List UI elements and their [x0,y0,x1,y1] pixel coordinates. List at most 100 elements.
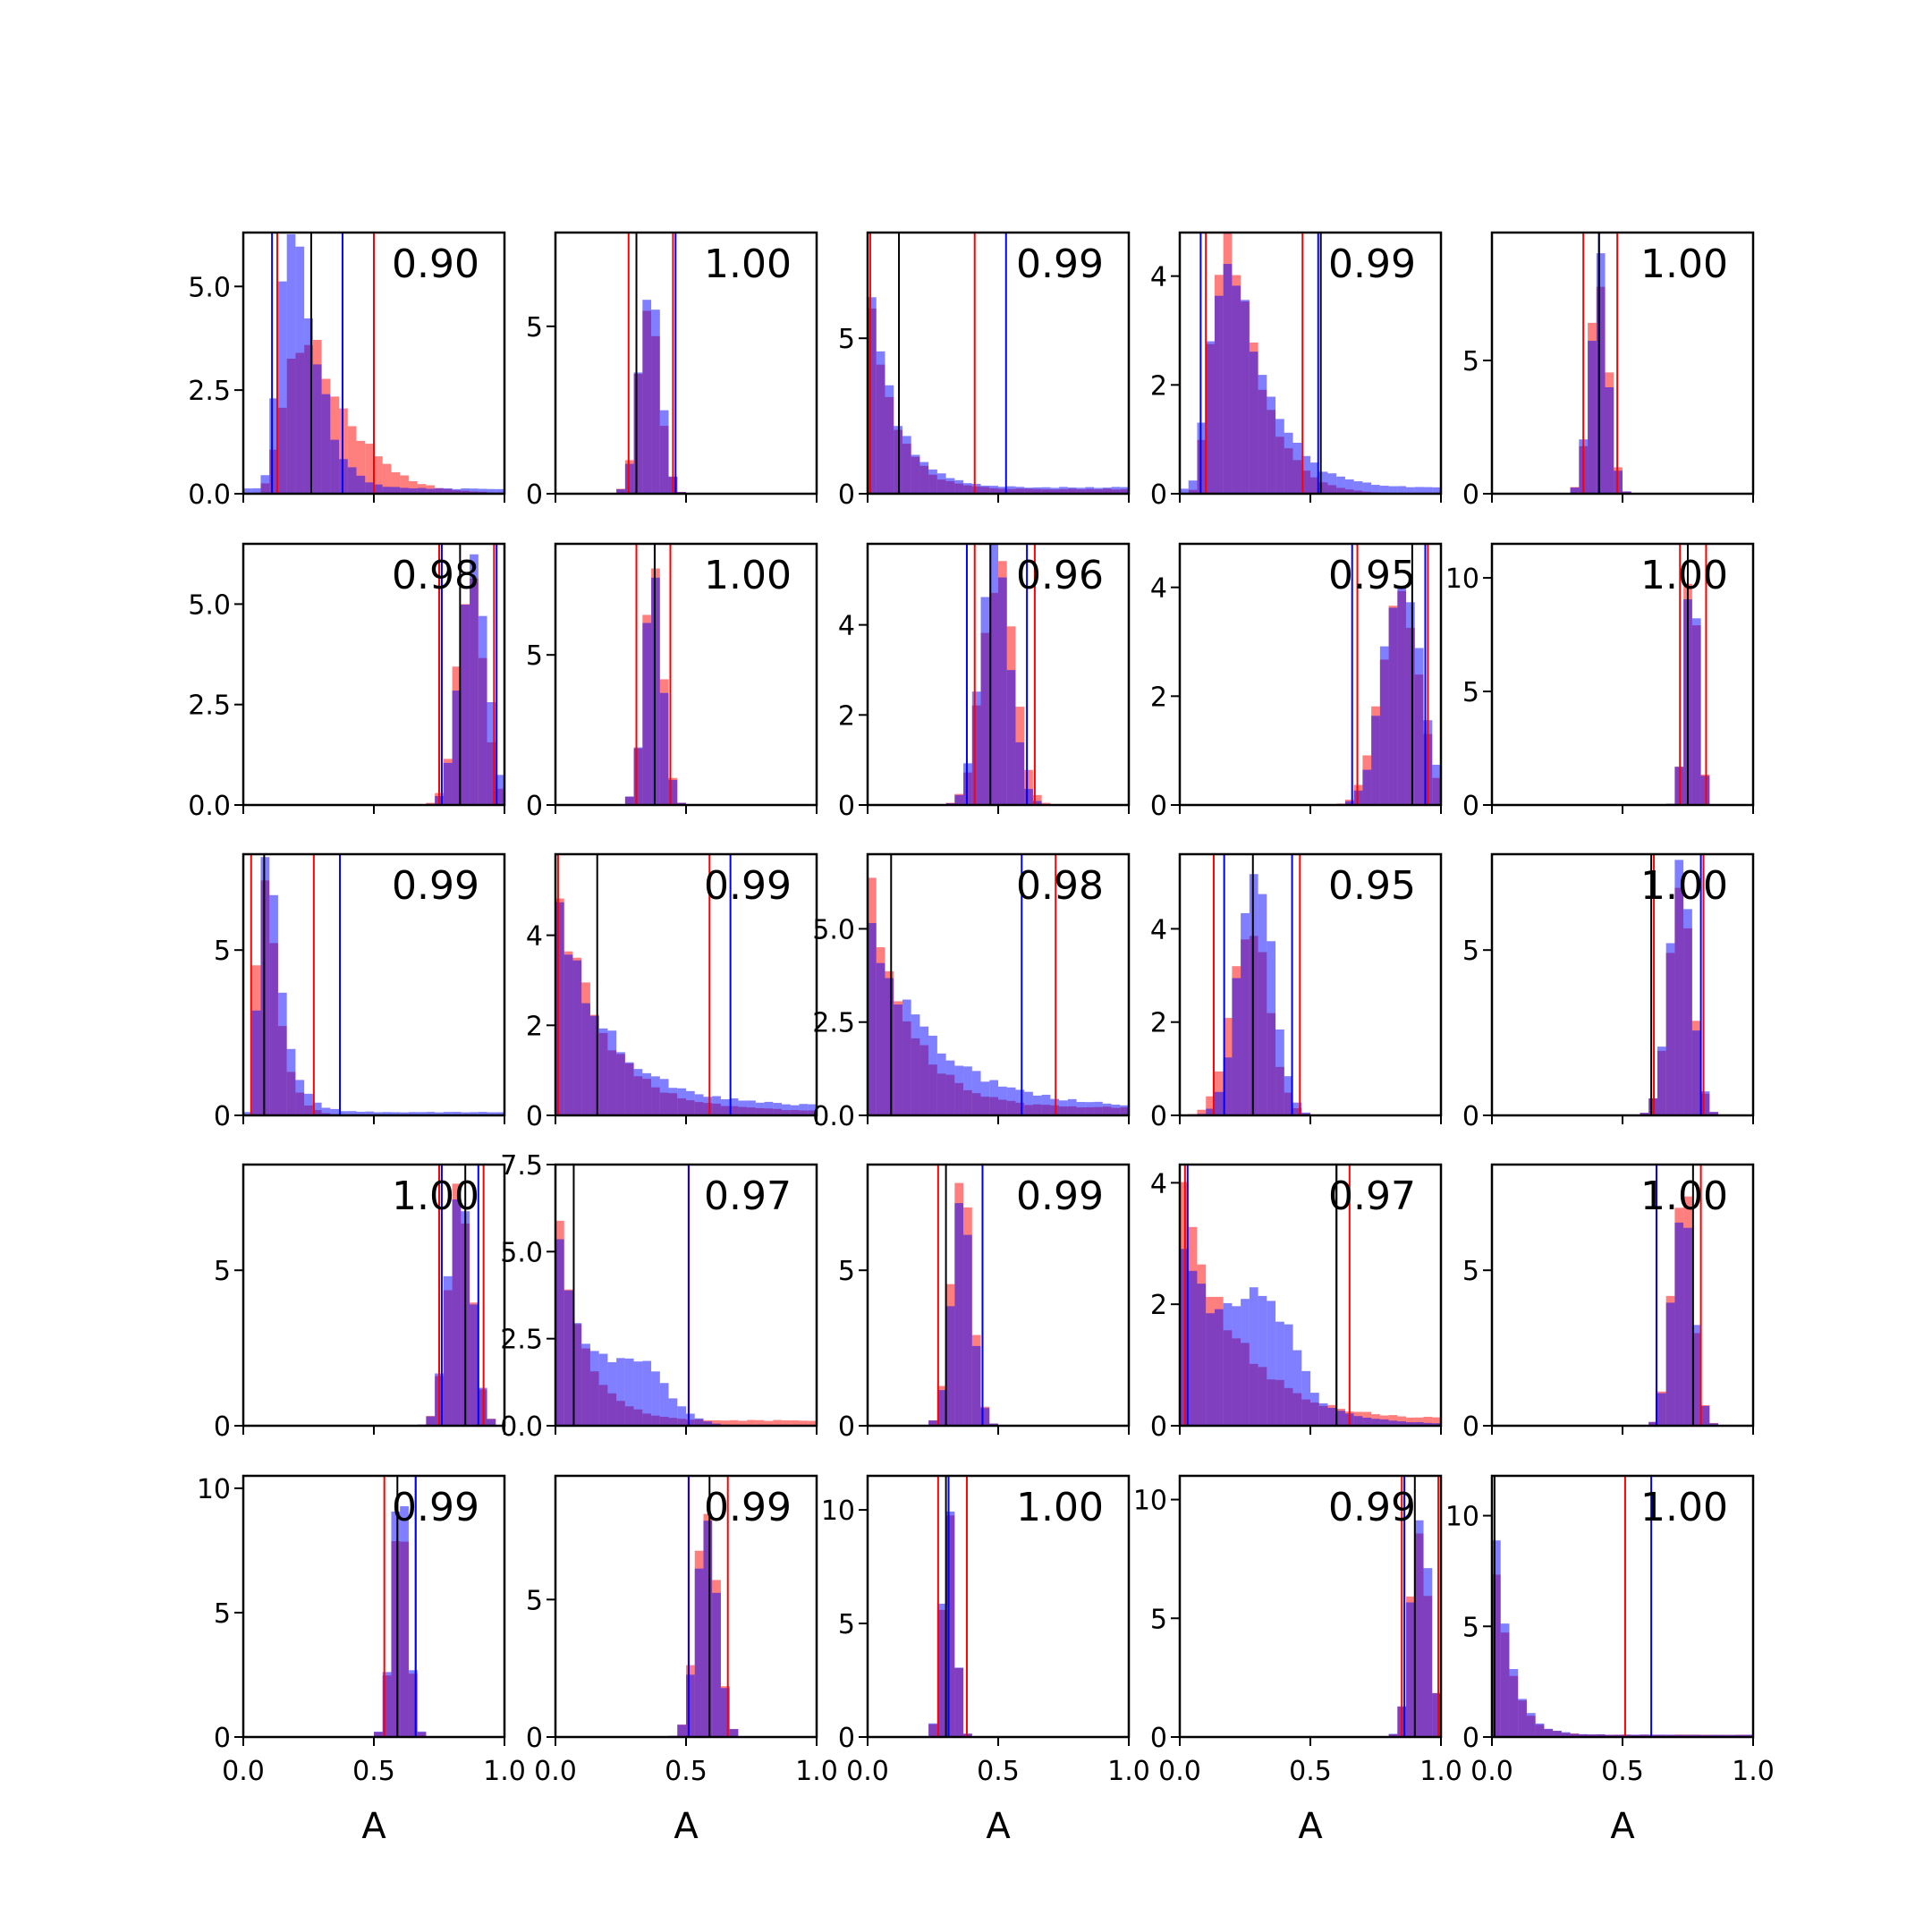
blue-histogram-bar [659,1079,669,1115]
blue-histogram-bar [885,978,894,1115]
blue-histogram-bar [487,488,496,494]
blue-histogram-bar [755,1102,765,1115]
blue-histogram-bar [1657,1393,1666,1426]
blue-histogram-bar [1596,253,1606,494]
blue-histogram-bar [945,1306,955,1426]
blue-histogram-bar [1353,1416,1363,1426]
blue-histogram-bar [1024,789,1033,805]
blue-histogram-bar [400,1505,409,1737]
blue-histogram-bar [720,1688,730,1737]
red-histogram-bar [365,444,374,494]
y-tick-label: 2.5 [500,1325,543,1356]
y-tick-label: 2 [838,700,855,732]
blue-histogram-bar [330,1108,340,1115]
blue-histogram-bar [686,1674,695,1737]
blue-histogram-bar [1432,1423,1441,1426]
blue-histogram-bar [1397,1421,1407,1426]
x-tick-label: 0.0 [1158,1756,1201,1787]
red-histogram-bar [1206,1096,1215,1115]
x-tick-label: 0.5 [1289,1756,1332,1787]
blue-histogram-bar [1379,646,1389,805]
x-tick-label: 0.5 [1601,1756,1644,1787]
blue-histogram-bar [1631,1734,1640,1737]
blue-histogram-bar [642,1072,652,1115]
blue-histogram-bar [496,1112,504,1115]
y-tick-label: 5 [526,640,543,672]
y-tick-label: 0 [1150,1723,1167,1754]
blue-histogram-bar [470,1112,479,1115]
blue-histogram-bar [1371,485,1380,494]
blue-histogram-bar [269,894,278,1115]
blue-histogram-bar [374,1112,383,1115]
blue-histogram-bar [408,1112,418,1115]
blue-histogram-bar [902,999,911,1115]
y-tick-label: 4 [1150,1168,1167,1199]
blue-histogram-bar [954,479,964,494]
correlation-annotation: 1.00 [704,553,792,598]
blue-histogram-bar [1059,487,1068,494]
blue-histogram-bar [911,454,920,494]
blue-histogram-bar [642,623,652,805]
y-tick-label: 5 [214,1256,231,1287]
blue-histogram-bar [365,1111,374,1115]
y-tick-label: 5 [214,1598,231,1630]
blue-histogram-bar [1120,487,1129,494]
blue-histogram-bar [1015,741,1025,805]
y-tick-label: 5 [1462,346,1479,377]
blue-histogram-bar [1665,1734,1675,1737]
panel-bars [374,1476,427,1737]
y-tick-label: 5 [838,1256,855,1287]
blue-histogram-bar [1709,1423,1719,1426]
blue-histogram-bar [980,1081,990,1115]
panel-r3-c2: 0 2 4 0.99 [526,852,818,1132]
correlation-annotation: 1.00 [1640,1174,1728,1219]
blue-histogram-bar [1223,1302,1233,1426]
blue-histogram-bar [461,605,470,805]
blue-histogram-bar [391,1112,401,1115]
blue-histogram-bar [1327,473,1337,494]
y-tick-label: 0 [1150,1411,1167,1443]
correlation-annotation: 0.99 [704,863,792,909]
correlation-annotation: 0.98 [392,553,479,598]
x-tick-label: 1.0 [1419,1756,1462,1787]
panel-r5-c5: 0 5 10 0.0 0.5 1.0 A 1.00 [1445,1474,1775,1847]
y-tick-label: 2.5 [188,691,231,722]
blue-histogram-bar [1388,1733,1398,1737]
blue-histogram-bar [365,482,374,494]
blue-histogram-bar [945,1511,955,1737]
blue-histogram-bar [919,1026,929,1115]
blue-histogram-bar [738,1100,748,1115]
blue-histogram-bar [1683,909,1692,1115]
blue-histogram-bar [1570,1733,1580,1737]
blue-histogram-bar [1709,1112,1719,1115]
blue-histogram-bar [1267,1301,1276,1426]
blue-histogram-bar [694,1094,704,1115]
blue-histogram-bar [435,487,444,494]
blue-histogram-bar [1336,476,1345,494]
panel-r3-c3: 0.0 2.5 5.0 0.98 [812,852,1131,1132]
blue-histogram-bar [1214,295,1224,494]
blue-histogram-bar [1284,432,1293,494]
blue-histogram-bar [408,487,418,494]
blue-histogram-bar [1024,487,1033,494]
blue-histogram-bar [1206,1313,1215,1426]
y-tick-label: 10 [197,1474,231,1505]
panel-bars [616,233,686,494]
y-tick-label: 5.0 [188,272,231,303]
blue-histogram-bar [868,922,877,1115]
blue-histogram-bar [598,1028,608,1115]
blue-histogram-bar [1085,487,1095,494]
blue-histogram-bar [624,1358,634,1426]
red-histogram-bar [782,1419,791,1426]
panel-bars [1180,1165,1441,1426]
red-histogram-bar [764,1420,774,1426]
panel-bars [868,233,1129,494]
y-tick-label: 0.0 [188,479,231,511]
correlation-annotation: 0.99 [1016,1174,1104,1219]
y-tick-label: 2.5 [188,376,231,407]
blue-histogram-bar [668,780,678,805]
blue-histogram-bar [1674,1734,1684,1737]
panel-r2-c5: 0 5 10 1.00 [1445,542,1755,822]
blue-histogram-bar [945,1060,955,1115]
y-tick-label: 7.5 [500,1150,543,1182]
